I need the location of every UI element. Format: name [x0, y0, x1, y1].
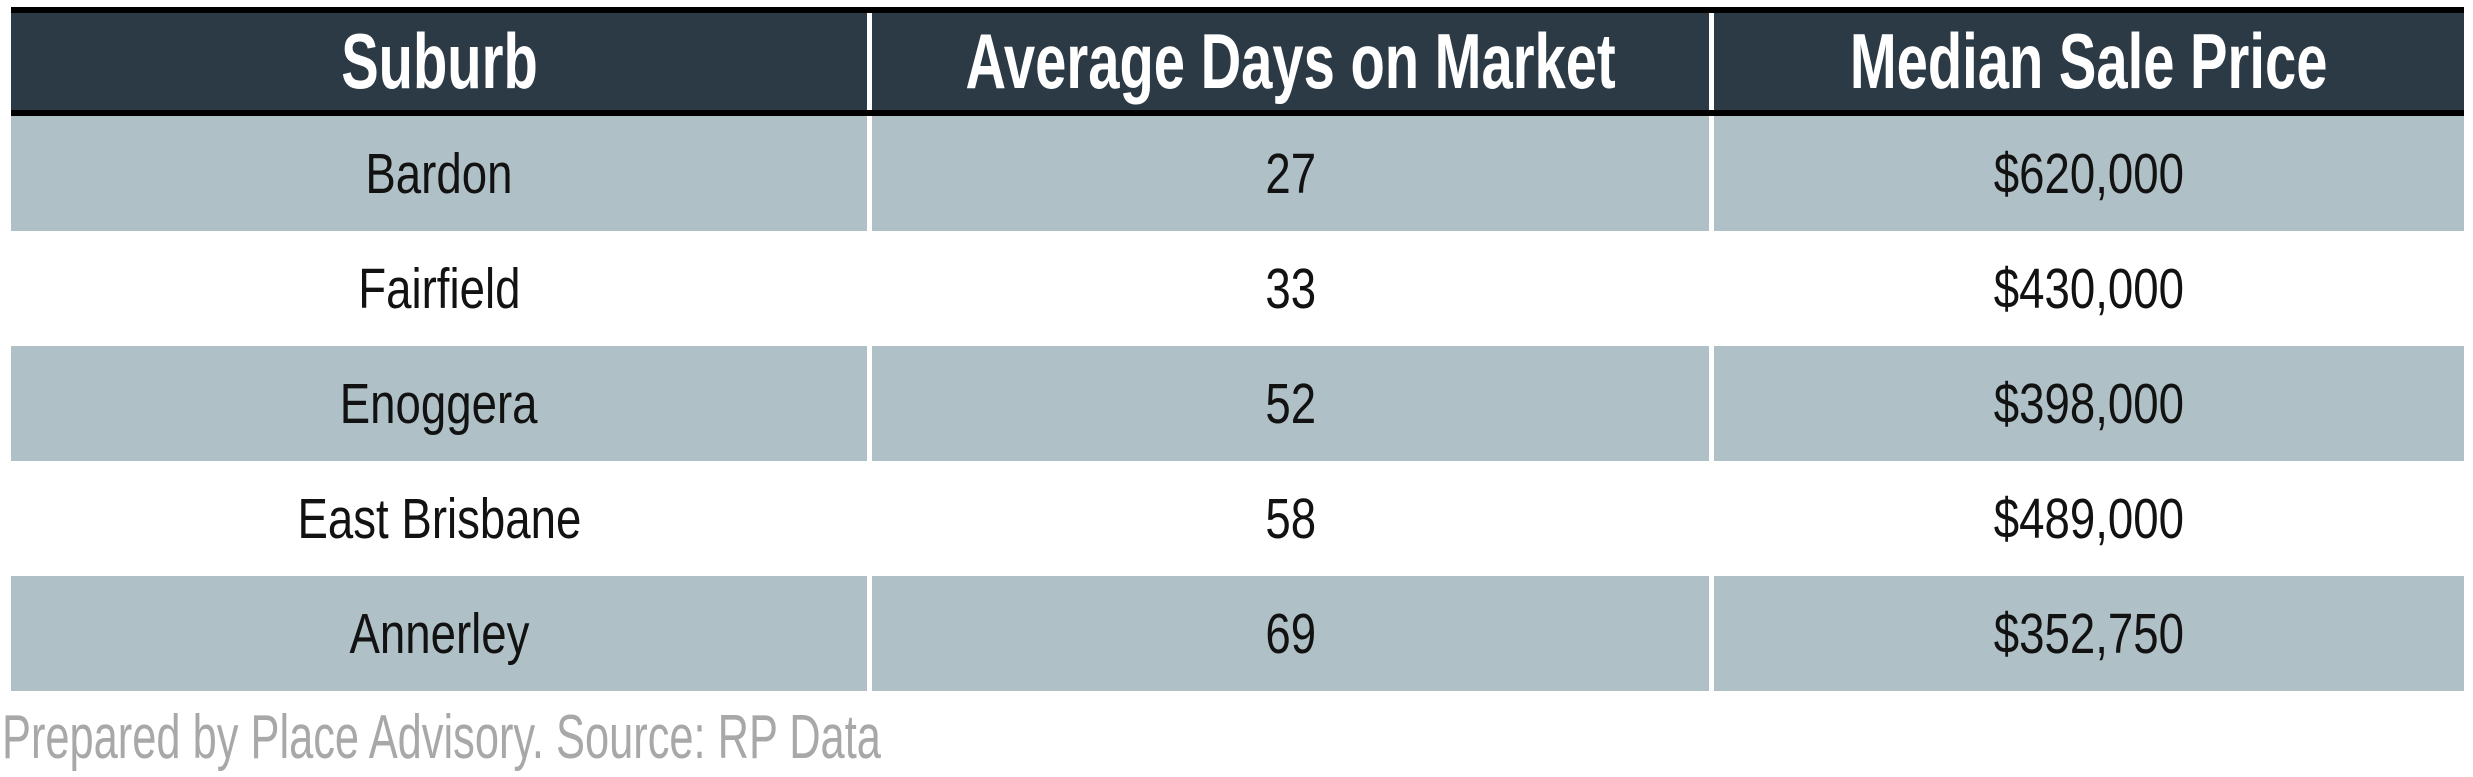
- cell-price-value: $430,000: [1993, 256, 2185, 321]
- cell-days-on-market: 33: [872, 231, 1709, 346]
- table-row-enoggera: Enoggera 52 $398,000: [11, 346, 2464, 461]
- cell-median-price: $430,000: [1714, 231, 2464, 346]
- cell-suburb-value: Bardon: [365, 141, 513, 206]
- cell-median-price: $620,000: [1714, 116, 2464, 231]
- cell-suburb-value: Enoggera: [340, 371, 538, 436]
- cell-price-value: $398,000: [1993, 371, 2185, 436]
- attribution-text: Prepared by Place Advisory. Source: RP D…: [2, 702, 881, 772]
- cell-median-price: $489,000: [1714, 461, 2464, 576]
- cell-days-on-market: 69: [872, 576, 1709, 691]
- cell-median-price: $352,750: [1714, 576, 2464, 691]
- column-header-median-sale-price: Median Sale Price: [1714, 13, 2464, 110]
- column-header-days-on-market-label: Average Days on Market: [965, 17, 1616, 105]
- attribution-note: Prepared by Place Advisory. Source: RP D…: [2, 702, 1258, 772]
- cell-days-on-market: 27: [872, 116, 1709, 231]
- cell-price-value: $489,000: [1993, 486, 2185, 551]
- cell-suburb: Annerley: [11, 576, 867, 691]
- cell-price-value: $352,750: [1993, 601, 2185, 666]
- cell-median-price: $398,000: [1714, 346, 2464, 461]
- cell-suburb-value: Fairfield: [357, 256, 521, 321]
- table-header-row: Suburb Average Days on Market Median Sal…: [11, 7, 2464, 116]
- cell-days-value: 27: [1265, 141, 1316, 206]
- column-header-median-sale-price-label: Median Sale Price: [1850, 17, 2328, 105]
- cell-suburb: Bardon: [11, 116, 867, 231]
- cell-suburb: Enoggera: [11, 346, 867, 461]
- cell-days-value: 58: [1265, 486, 1316, 551]
- cell-suburb: Fairfield: [11, 231, 867, 346]
- cell-price-value: $620,000: [1993, 141, 2185, 206]
- column-header-days-on-market: Average Days on Market: [872, 13, 1709, 110]
- cell-days-value: 52: [1265, 371, 1316, 436]
- cell-suburb-value: Annerley: [349, 601, 529, 666]
- cell-days-value: 33: [1265, 256, 1316, 321]
- cell-suburb: East Brisbane: [11, 461, 867, 576]
- column-header-suburb: Suburb: [11, 13, 867, 110]
- cell-days-on-market: 52: [872, 346, 1709, 461]
- cell-days-value: 69: [1265, 601, 1316, 666]
- column-header-suburb-label: Suburb: [340, 17, 538, 105]
- cell-suburb-value: East Brisbane: [297, 486, 581, 551]
- table-row-bardon: Bardon 27 $620,000: [11, 116, 2464, 231]
- table-row-fairfield: Fairfield 33 $430,000: [11, 231, 2464, 346]
- table-row-annerley: Annerley 69 $352,750: [11, 576, 2464, 691]
- suburb-market-table: Suburb Average Days on Market Median Sal…: [11, 7, 2464, 691]
- cell-days-on-market: 58: [872, 461, 1709, 576]
- table-row-east-brisbane: East Brisbane 58 $489,000: [11, 461, 2464, 576]
